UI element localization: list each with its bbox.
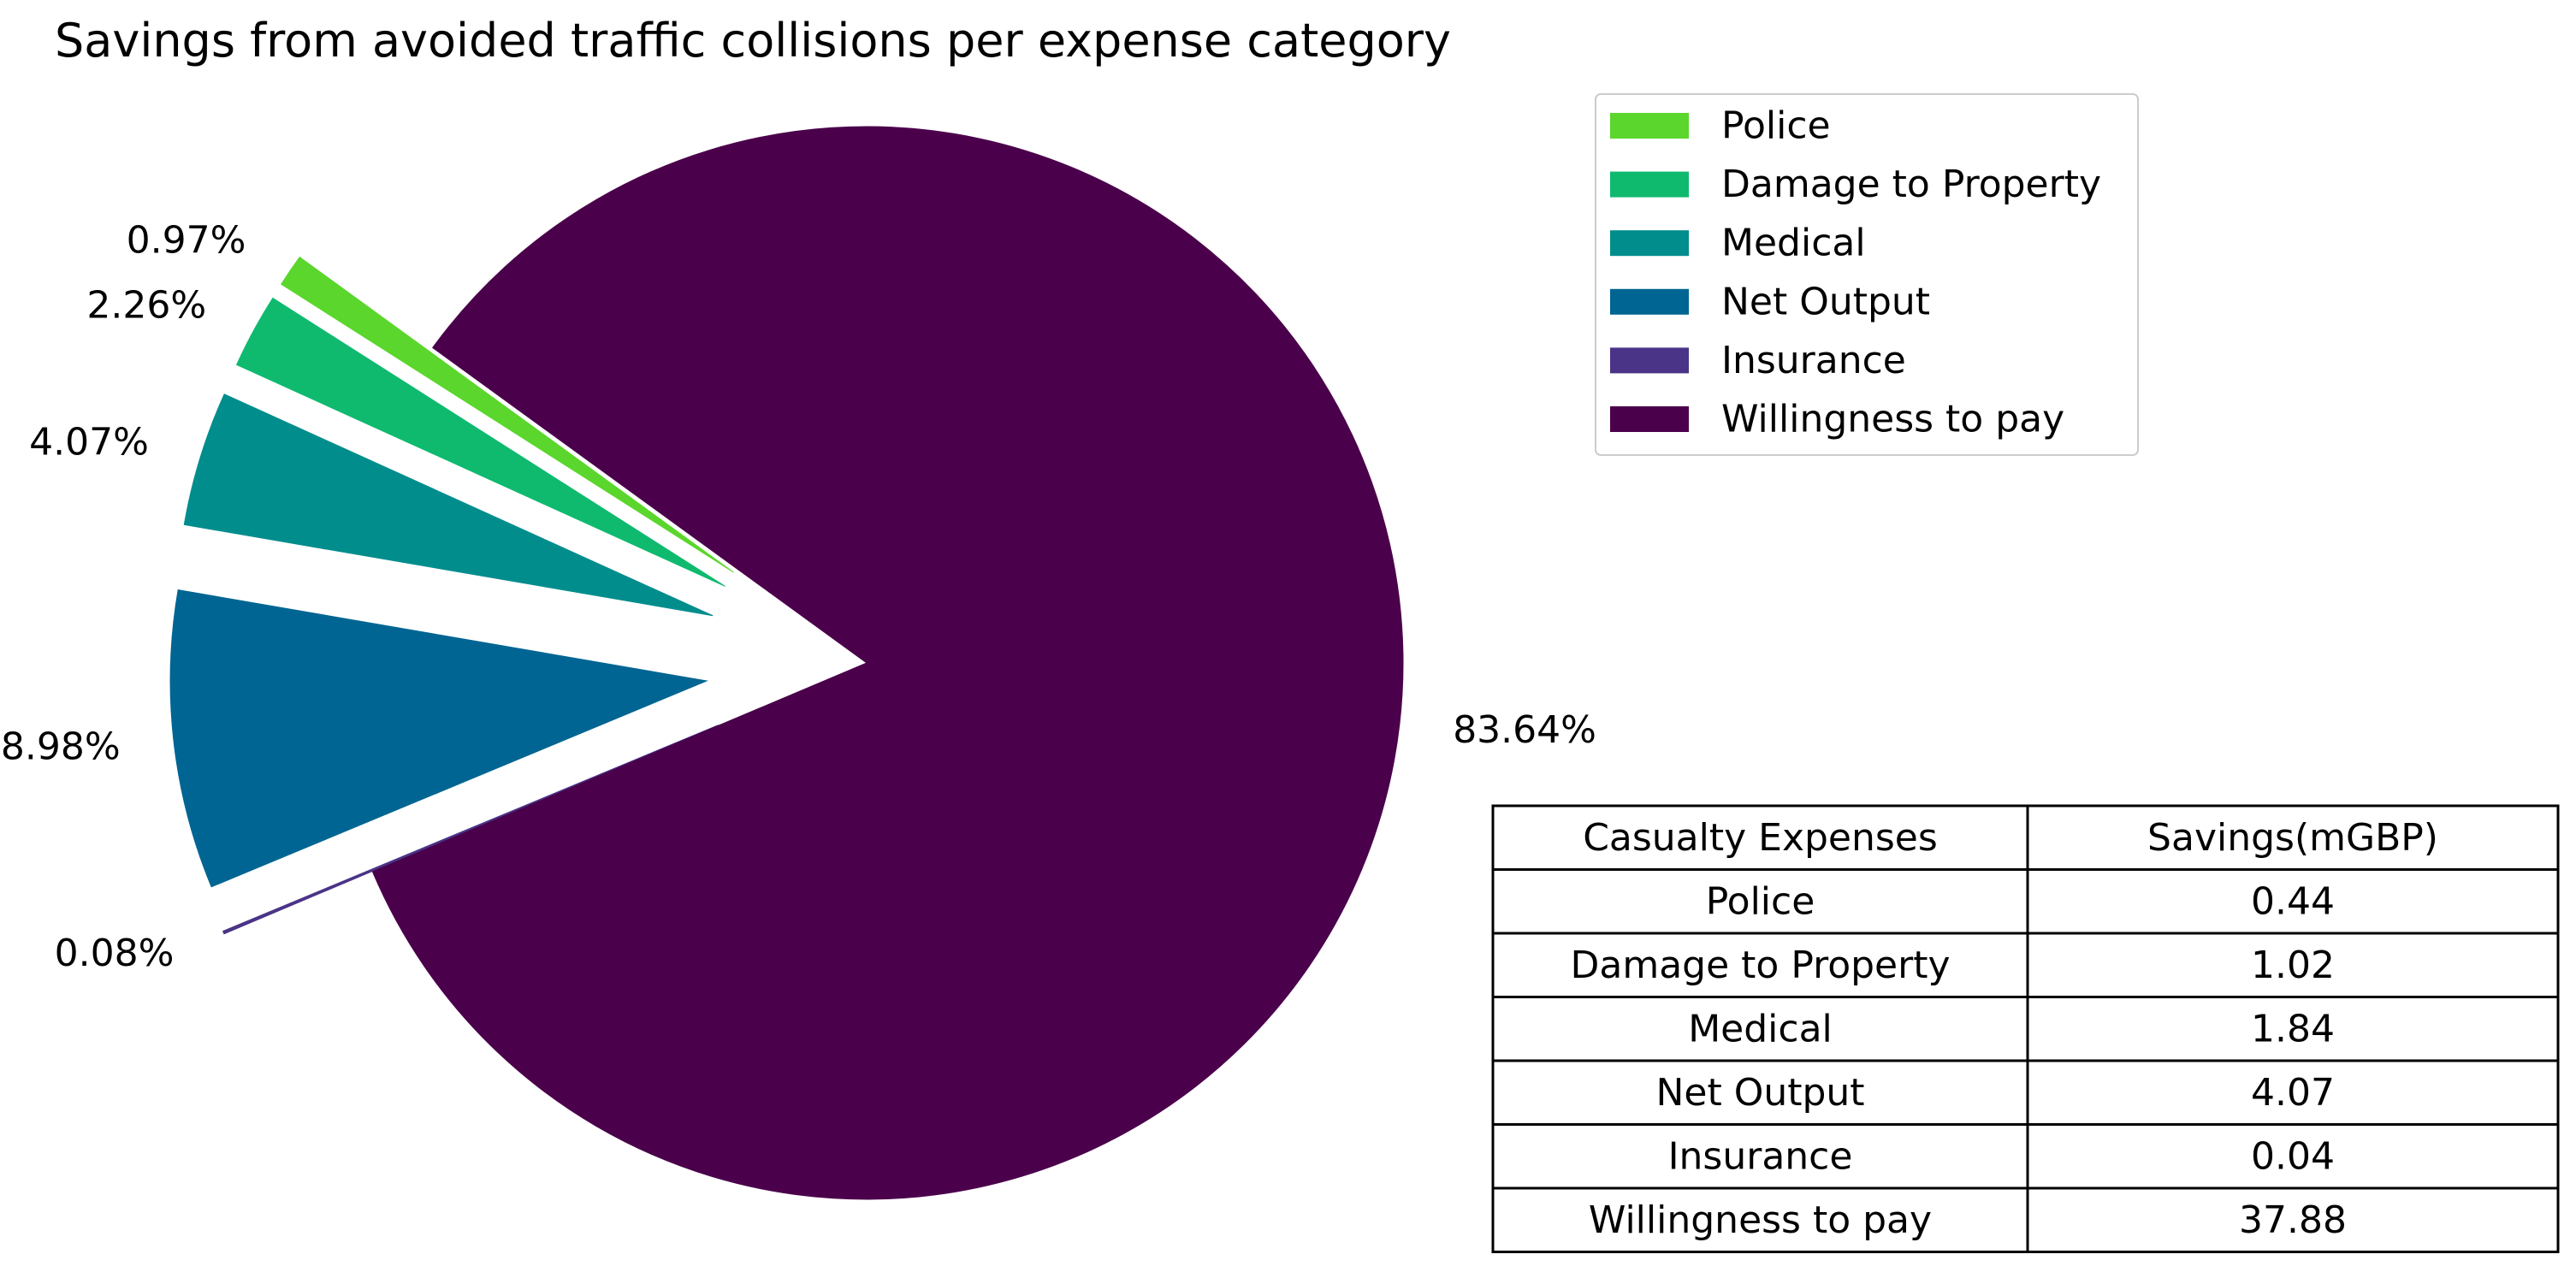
table-row: Police 0.44 — [1706, 879, 2335, 923]
table-cell: Net Output — [1655, 1071, 1864, 1115]
legend-item-willingness-to-pay: Willingness to pay — [1610, 398, 2064, 441]
legend-label-willingness-to-pay: Willingness to pay — [1721, 398, 2064, 441]
table-cell: Police — [1706, 879, 1815, 923]
table-cell: Medical — [1688, 1007, 1833, 1050]
legend-label-police: Police — [1721, 104, 1831, 148]
table-header-cell: Casualty Expenses — [1583, 816, 1938, 860]
pie-slice-net-output — [169, 589, 708, 888]
table-cell: Willingness to pay — [1589, 1198, 1932, 1242]
chart-title: Savings from avoided traffic collisions … — [55, 14, 1451, 68]
table-row: Willingness to pay 37.88 — [1589, 1198, 2347, 1242]
table-cell: Insurance — [1668, 1134, 1853, 1178]
legend-swatch-medical — [1610, 230, 1689, 257]
pie-label-insurance: 0.08% — [55, 932, 175, 975]
legend-label-insurance: Insurance — [1721, 339, 1906, 382]
legend-item-police: Police — [1610, 104, 1831, 148]
table-row: Insurance 0.04 — [1668, 1134, 2335, 1178]
pie-slice-insurance — [222, 725, 719, 935]
pie-label-net-output: 8.98% — [1, 725, 121, 768]
legend-swatch-net-output — [1610, 288, 1689, 315]
pie-slice-medical — [183, 393, 714, 617]
table-cell: 0.04 — [2251, 1134, 2335, 1178]
pie-label-medical: 4.07% — [29, 421, 149, 464]
table-row: Medical 1.84 — [1688, 1007, 2335, 1050]
legend: Police Damage to Property Medical Net Outpu… — [1595, 93, 2139, 456]
pie-label-damage-to-property: 2.26% — [86, 283, 206, 327]
legend-item-medical: Medical — [1610, 222, 1866, 265]
table-row: Net Output 4.07 — [1655, 1071, 2335, 1115]
table-header-row: Casualty Expenses Savings(mGBP) — [1583, 816, 2438, 860]
pie-slice-police — [281, 256, 734, 573]
table-cell: Damage to Property — [1571, 944, 1951, 987]
legend-label-medical: Medical — [1721, 222, 1866, 265]
pie-slice-damage-to-property — [235, 297, 725, 587]
pie-label-willingness-to-pay: 83.64% — [1453, 708, 1596, 752]
table-frame — [1491, 804, 2560, 1253]
table-cell: 1.84 — [2251, 1007, 2335, 1050]
table-cell: 1.02 — [2251, 944, 2335, 987]
table-header-cell: Savings(mGBP) — [2147, 816, 2438, 860]
legend-item-net-output: Net Output — [1610, 280, 1930, 323]
pie-chart — [169, 126, 1404, 1200]
pie-percent-labels: 0.97% 2.26% 4.07% 8.98% 0.08% 83.64% — [1, 218, 1596, 974]
legend-frame — [1595, 93, 2139, 456]
legend-label-net-output: Net Output — [1721, 280, 1930, 323]
table-cell: 0.44 — [2251, 879, 2335, 923]
legend-label-damage-to-property: Damage to Property — [1721, 163, 2101, 206]
table-cell: 37.88 — [2239, 1198, 2347, 1242]
table-cell: 4.07 — [2251, 1071, 2335, 1115]
legend-swatch-police — [1610, 113, 1689, 139]
table-row: Damage to Property 1.02 — [1571, 944, 2335, 987]
pie-label-police: 0.97% — [127, 218, 246, 262]
pie-slice-willingness-to-pay — [371, 126, 1404, 1200]
legend-item-insurance: Insurance — [1610, 339, 1906, 382]
legend-swatch-insurance — [1610, 347, 1689, 374]
legend-swatch-damage-to-property — [1610, 171, 1689, 198]
legend-item-damage-to-property: Damage to Property — [1610, 163, 2101, 206]
legend-swatch-willingness-to-pay — [1610, 406, 1689, 432]
data-table: Casualty Expenses Savings(mGBP) Police 0.44… — [1491, 804, 2560, 1253]
